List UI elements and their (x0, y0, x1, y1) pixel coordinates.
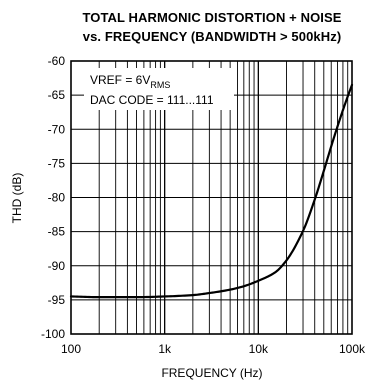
y-tick-label: -70 (48, 122, 66, 136)
chart-subtitle: vs. FREQUENCY (BANDWIDTH > 500kHz) (83, 29, 342, 44)
vref-annotation: VREF = 6VRMS (90, 73, 170, 90)
y-tick-label: -65 (48, 88, 66, 102)
x-tick-label: 100 (61, 342, 81, 356)
y-tick-label: -90 (48, 259, 66, 273)
x-tick-label: 10k (249, 342, 269, 356)
y-tick-label: -60 (48, 54, 66, 68)
y-tick-label: -80 (48, 191, 66, 205)
y-axis-label: THD (dB) (10, 173, 24, 224)
x-tick-labels: 100 1k 10k 100k (61, 342, 365, 356)
x-axis-label: FREQUENCY (Hz) (161, 366, 262, 380)
x-tick-label: 100k (339, 342, 365, 356)
y-tick-label: -95 (48, 293, 66, 307)
x-tick-label: 1k (158, 342, 172, 356)
chart-title: TOTAL HARMONIC DISTORTION + NOISE (82, 10, 341, 25)
annotation-box (84, 68, 234, 110)
y-tick-labels: -60 -65 -70 -75 -80 -85 -90 -95 -100 (41, 54, 65, 341)
data-series (69, 83, 354, 299)
plot-frame (70, 60, 353, 335)
vref-subscript: RMS (150, 80, 170, 90)
y-tick-label: -100 (41, 327, 65, 341)
vref-label: VREF = 6V (90, 73, 150, 87)
y-tick-label: -75 (48, 156, 66, 170)
dac-code-annotation: DAC CODE = 111...111 (90, 93, 214, 107)
thd-curve (69, 83, 354, 299)
y-tick-label: -85 (48, 225, 66, 239)
